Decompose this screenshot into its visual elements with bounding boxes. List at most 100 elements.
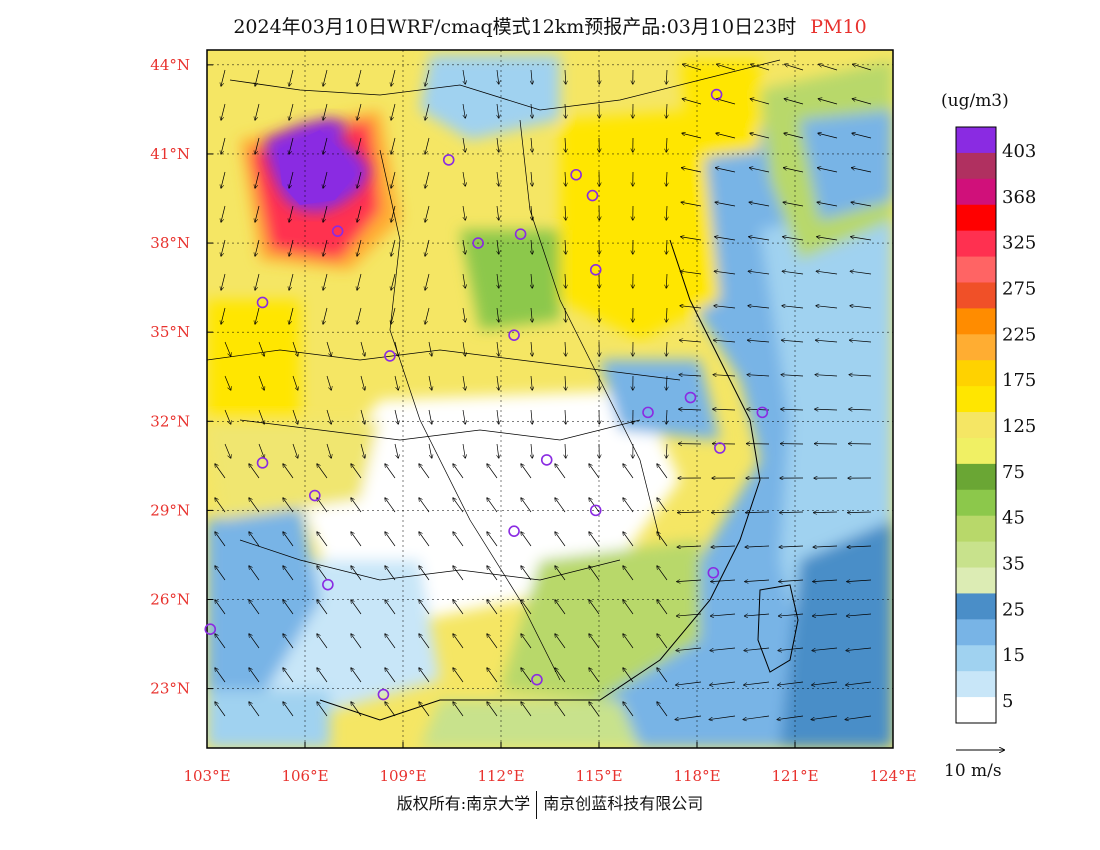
- pollution-field: [207, 50, 893, 748]
- wind-arrow: [675, 715, 702, 720]
- wind-arrow: [497, 137, 499, 152]
- lat-label: 32°N: [150, 412, 190, 430]
- wind-arrow: [249, 566, 260, 581]
- wind-arrow: [497, 273, 499, 288]
- wind-arrow: [748, 271, 770, 275]
- wind-arrow: [680, 340, 702, 342]
- wind-arrow: [812, 647, 838, 651]
- wind-arrow: [531, 443, 532, 458]
- wind-arrow: [851, 202, 872, 207]
- wind-arrow: [283, 668, 294, 683]
- colorbar-label: 325: [1002, 233, 1036, 254]
- wind-arrow: [784, 99, 804, 105]
- wind-arrow: [682, 133, 702, 139]
- wind-arrow: [666, 341, 667, 356]
- wind-arrow: [221, 273, 226, 290]
- colorbar-segment: [956, 515, 996, 543]
- wind-arrow: [463, 69, 465, 84]
- wind-arrow: [221, 205, 226, 222]
- wind-arrow: [816, 306, 838, 309]
- wind-arrow: [357, 205, 362, 222]
- wind-arrow: [657, 634, 668, 649]
- wind-arrow: [531, 341, 532, 356]
- wind-arrow: [215, 668, 226, 683]
- wind-arrow: [657, 498, 668, 513]
- wind-arrow: [521, 702, 532, 717]
- wind-arrow: [521, 600, 532, 615]
- wind-arrow: [487, 498, 498, 513]
- wind-arrow: [357, 239, 362, 256]
- wind-arrow: [463, 137, 465, 152]
- wind-arrow: [666, 409, 667, 424]
- wind-arrow: [815, 375, 838, 376]
- wind-arrow: [666, 171, 667, 186]
- wind-arrow: [391, 273, 396, 290]
- colorbar-segment: [956, 541, 996, 569]
- colorbar-segment: [956, 256, 996, 283]
- wind-arrow: [666, 137, 667, 152]
- wind-arrow: [360, 375, 365, 390]
- wind-arrow: [326, 341, 331, 356]
- wind-arrow: [385, 668, 396, 683]
- wind-arrow: [323, 69, 328, 86]
- colorbar-segment: [956, 697, 996, 724]
- wind-arrow: [351, 600, 362, 615]
- wind-arrow: [385, 464, 396, 479]
- wind-arrow: [848, 512, 872, 513]
- wind-arrow: [317, 634, 328, 649]
- wind-arrow: [497, 205, 499, 220]
- wind-arrow: [497, 103, 499, 118]
- wind-arrow: [676, 647, 702, 651]
- wind-arrow: [385, 634, 396, 649]
- wind-arrow: [255, 69, 260, 86]
- wind-arrow: [255, 103, 260, 120]
- station-marker: [586, 189, 599, 202]
- wind-arrow: [678, 512, 702, 513]
- wind-arrow: [425, 239, 430, 256]
- wind-arrow: [487, 668, 498, 683]
- wind-arrow: [623, 600, 634, 615]
- wind-arrow: [779, 580, 804, 582]
- station-marker: [331, 225, 344, 237]
- station-marker: [442, 154, 455, 166]
- wind-arrow: [623, 566, 634, 581]
- colorbar-labels: 403 368 325 275 225 175 125 75 45 35 25 15 5: [1002, 141, 1036, 712]
- wind-arrow: [385, 532, 396, 547]
- wind-arrow: [428, 341, 432, 356]
- wind-arrow: [357, 307, 362, 324]
- wind-arrow: [487, 702, 498, 717]
- wind-arrow: [812, 681, 838, 685]
- wind-arrow: [784, 133, 804, 139]
- colorbar-segment: [956, 437, 996, 465]
- station-marker: [531, 673, 543, 686]
- wind-arrow: [749, 202, 770, 207]
- wind-arrow: [255, 239, 260, 256]
- wind-arrow: [713, 409, 736, 410]
- wind-arrow: [283, 634, 294, 649]
- wind-arrow: [453, 600, 464, 615]
- colorbar-segment: [956, 178, 996, 206]
- wind-arrow: [463, 171, 465, 186]
- wind-arrow: [463, 307, 465, 322]
- wind-arrow: [351, 702, 362, 717]
- station-marker: [204, 623, 217, 635]
- wind-arrow: [657, 668, 668, 683]
- wind-arrow: [357, 273, 362, 290]
- wind-arrow: [677, 613, 702, 616]
- wind-arrow: [419, 702, 430, 717]
- wind-arrow: [351, 634, 362, 649]
- wind-arrow: [463, 443, 465, 458]
- wind-arrow: [748, 306, 770, 309]
- wind-arrow: [425, 273, 430, 290]
- wind-arrow: [813, 546, 838, 547]
- wind-arrow: [323, 205, 328, 222]
- wind-arrow: [317, 702, 328, 717]
- wind-arrow: [249, 634, 260, 649]
- wind-arrow: [711, 613, 736, 616]
- wind-arrow: [425, 69, 430, 86]
- colorbar-segment: [956, 645, 996, 672]
- wind-arrow: [780, 512, 804, 513]
- graticule: [207, 50, 893, 748]
- wind-arrow: [351, 498, 362, 513]
- wind-arrow: [289, 69, 294, 86]
